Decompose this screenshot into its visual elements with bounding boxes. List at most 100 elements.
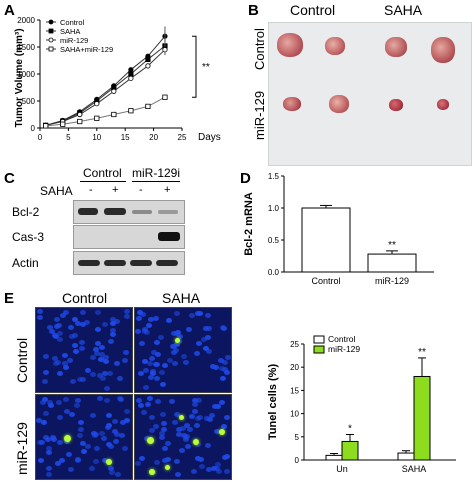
nucleus-dot [39,400,46,406]
nucleus-dot [89,412,96,418]
nucleus-dot [57,330,64,336]
nucleus-dot [68,333,75,339]
nucleus-dot [173,341,180,347]
nucleus-dot [138,456,145,462]
nucleus-dot [204,415,211,421]
y-axis-label: Tumor Volume (mm³) [14,28,25,127]
nucleus-dot [98,352,105,358]
col-label-control-b: Control [290,2,336,18]
tumor-control-saha-1 [385,37,407,57]
bar-control [301,207,351,273]
nucleus-dot [93,458,100,464]
nucleus-dot [92,432,99,438]
nucleus-dot [184,423,190,429]
legend-marker [48,37,54,43]
legend-marker [48,46,54,52]
nucleus-dot [95,326,102,332]
x-tick-label: 15 [121,133,130,142]
nucleus-dot [202,325,209,331]
nucleus-dot [107,371,114,377]
nucleus-dot [223,414,230,420]
nucleus-dot [123,349,130,355]
nucleus-dot [219,399,225,405]
tunel-image-mir129-control [35,394,133,480]
nucleus-dot [71,332,78,338]
tunel-positive-cell [219,429,225,435]
data-point [162,47,168,53]
nucleus-dot [77,433,84,439]
band-actin-2 [104,260,126,266]
band-bcl2-3 [132,210,152,214]
significance-marker: ** [418,347,426,358]
nucleus-dot [59,458,66,464]
nucleus-dot [149,427,156,433]
nucleus-dot [183,360,190,366]
nucleus-dot [205,348,212,354]
nucleus-dot [223,370,230,376]
band-bcl2-1 [78,208,98,215]
nucleus-dot [78,340,85,346]
y-tick-label: 1000 [17,70,35,79]
saha-mark-1: - [89,184,93,196]
wb-row-label-bcl2: Bcl-2 [12,205,40,219]
nucleus-dot [36,417,43,423]
nucleus-dot [184,444,191,450]
x-tick-label: miR-129 [375,276,409,286]
bar-un-1 [341,440,359,461]
nucleus-dot [37,308,44,314]
nucleus-dot [191,468,198,474]
nucleus-dot [62,361,69,367]
data-point [77,118,83,125]
nucleus-dot [56,370,63,376]
nucleus-dot [66,451,73,457]
nucleus-dot [47,402,54,408]
nucleus-dot [188,313,195,319]
nucleus-dot [143,436,150,442]
tumor-volume-chart: 0 500 1000 1500 2000 0 5 10 15 20 25 Days Tumor Volu… [14,16,221,143]
nucleus-dot [145,402,152,408]
nucleus-dot [122,357,129,363]
nucleus-dot [124,314,131,320]
y-tick-label: 0 [295,456,300,465]
nucleus-dot [141,359,148,365]
nucleus-dot [144,329,151,335]
legend-label: Control [60,18,85,27]
control-underline [80,181,126,182]
y-tick-label: 1.0 [268,204,280,213]
nucleus-dot [193,422,200,428]
nucleus-dot [108,465,115,471]
tumor-mir129-saha-1 [389,99,403,111]
nucleus-dot [43,369,50,375]
nucleus-dot [63,310,70,316]
y-tick-label: 2000 [17,16,35,25]
nucleus-dot [186,427,193,433]
panel-letter-c: C [4,170,15,187]
saha-label-c: SAHA [40,184,73,198]
nucleus-dot [177,333,184,339]
significance-marker: * [348,423,352,434]
nucleus-dot [94,340,101,346]
nucleus-dot [74,403,81,409]
x-tick-label: Control [311,276,340,286]
nucleus-dot [74,320,81,326]
x-tick-label: 25 [178,133,187,142]
saha-mark-2: + [112,184,119,196]
nucleus-dot [161,446,168,452]
tunel-positive-cell [175,338,180,343]
nucleus-dot [138,403,145,409]
nucleus-dot [158,370,165,376]
nucleus-dot [67,358,74,364]
tunel-positive-cell [147,437,154,444]
nucleus-dot [62,396,69,402]
nucleus-dot [59,313,66,319]
tumor-control-control-1 [277,33,303,57]
tunel-image-control-control [35,307,133,393]
nucleus-dot [101,370,108,376]
nucleus-dot [139,312,146,318]
nucleus-dot [117,396,124,402]
series-line-0 [45,35,166,126]
nucleus-dot [180,425,187,431]
nucleus-dot [161,457,168,463]
nucleus-dot [93,446,100,452]
nucleus-dot [46,400,53,406]
